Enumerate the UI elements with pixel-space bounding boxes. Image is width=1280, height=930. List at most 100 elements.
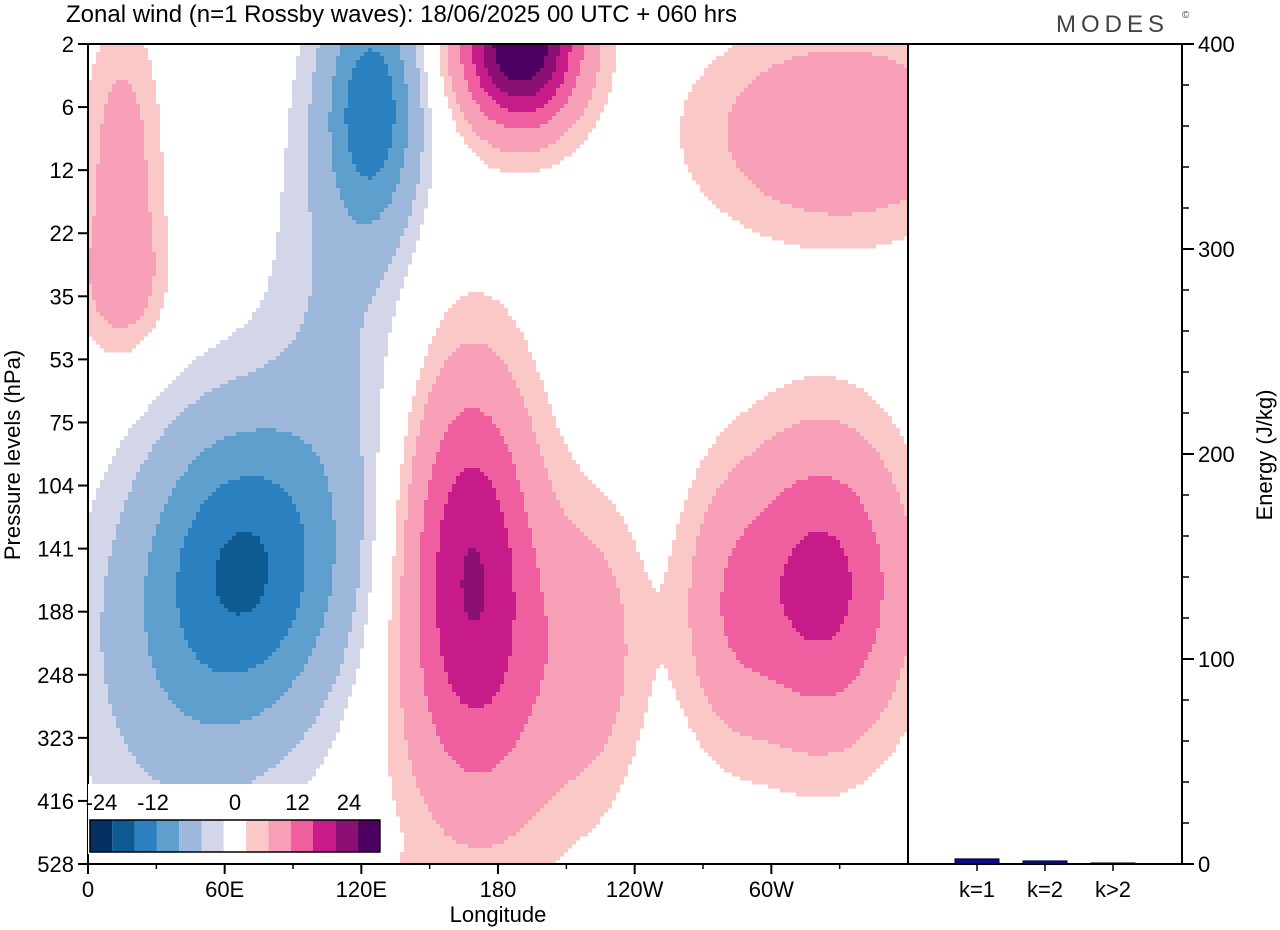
- contour-cell: [540, 124, 572, 129]
- contour-cell: [876, 540, 908, 545]
- contour-cell: [504, 72, 536, 77]
- contour-cell: [424, 680, 448, 685]
- contour-cell: [88, 204, 96, 209]
- contour-cell: [900, 672, 908, 677]
- contour-cell: [556, 492, 604, 497]
- contour-cell: [420, 604, 436, 609]
- contour-cell: [364, 484, 376, 489]
- contour-cell: [496, 692, 540, 697]
- contour-cell: [88, 608, 104, 613]
- contour-cell: [336, 64, 356, 69]
- contour-cell: [144, 140, 160, 145]
- contour-cell: [400, 44, 416, 49]
- contour-cell: [692, 584, 724, 589]
- colorbar-swatch: [335, 820, 358, 852]
- contour-cell: [88, 268, 156, 273]
- contour-cell: [144, 124, 160, 129]
- contour-cell: [532, 424, 556, 429]
- contour-cell: [108, 568, 148, 573]
- contour-cell: [156, 264, 168, 269]
- energy-category-label: k=2: [1027, 877, 1063, 902]
- contour-cell: [152, 400, 196, 405]
- contour-cell: [692, 632, 724, 637]
- contour-cell: [428, 480, 456, 485]
- contour-cell: [880, 548, 908, 553]
- contour-cell: [684, 160, 736, 165]
- contour-cell: [432, 716, 528, 721]
- contour-cell: [412, 764, 460, 769]
- contour-cell: [160, 512, 196, 517]
- contour-cell: [136, 92, 156, 97]
- contour-cell: [176, 584, 216, 589]
- contour-cell: [276, 356, 360, 361]
- contour-cell: [484, 608, 516, 613]
- contour-cell: [276, 248, 312, 253]
- contour-cell: [608, 736, 640, 741]
- contour-cell: [404, 164, 420, 169]
- contour-cell: [96, 164, 148, 169]
- contour-cell: [696, 660, 740, 665]
- contour-cell: [484, 604, 516, 609]
- contour-cell: [124, 740, 300, 745]
- contour-cell: [420, 600, 436, 605]
- contour-cell: [128, 744, 296, 749]
- contour-cell: [440, 68, 448, 73]
- contour-cell: [148, 772, 264, 777]
- contour-cell: [280, 200, 308, 205]
- contour-cell: [480, 108, 508, 113]
- contour-cell: [104, 680, 160, 685]
- contour-cell: [904, 64, 908, 69]
- contour-cell: [768, 68, 908, 73]
- contour-cell: [444, 316, 512, 321]
- contour-cell: [580, 528, 628, 533]
- contour-cell: [400, 592, 420, 597]
- contour-cell: [504, 516, 528, 521]
- contour-cell: [512, 572, 540, 577]
- contour-cell: [724, 628, 796, 633]
- contour-cell: [704, 692, 800, 697]
- contour-cell: [144, 136, 160, 141]
- contour-cell: [388, 728, 404, 733]
- contour-cell: [144, 144, 160, 149]
- contour-cell: [200, 396, 360, 401]
- contour-cell: [312, 84, 332, 89]
- contour-cell: [724, 480, 796, 485]
- contour-cell: [436, 580, 460, 585]
- contour-cell: [724, 584, 780, 589]
- contour-cell: [716, 436, 772, 441]
- contour-cell: [884, 460, 908, 465]
- contour-cell: [400, 240, 416, 245]
- contour-cell: [360, 556, 372, 561]
- contour-cell: [304, 320, 364, 325]
- contour-cell: [420, 152, 432, 157]
- contour-cell: [424, 108, 432, 113]
- contour-cell: [724, 720, 876, 725]
- contour-cell: [512, 376, 540, 381]
- contour-cell: [560, 108, 584, 113]
- contour-cell: [124, 504, 164, 509]
- contour-cell: [140, 416, 176, 421]
- contour-cell: [384, 276, 404, 281]
- contour-cell: [88, 604, 104, 609]
- contour-cell: [784, 684, 848, 689]
- contour-cell: [852, 572, 884, 577]
- contour-cell: [780, 200, 900, 205]
- contour-cell: [360, 396, 380, 401]
- contour-cell: [400, 684, 424, 689]
- contour-cell: [192, 360, 268, 365]
- contour-cell: [120, 520, 160, 525]
- contour-cell: [100, 136, 144, 141]
- contour-cell: [532, 540, 592, 545]
- contour-cell: [616, 580, 652, 585]
- contour-cell: [440, 540, 508, 545]
- contour-cell: [100, 124, 144, 129]
- contour-cell: [280, 220, 312, 225]
- y-axis-label: Pressure levels (hPa): [0, 350, 25, 560]
- contour-cell: [848, 608, 880, 613]
- contour-cell: [88, 656, 104, 661]
- contour-cell: [148, 296, 164, 301]
- contour-cell: [308, 208, 348, 213]
- contour-cell: [808, 752, 828, 757]
- contour-cell: [464, 560, 480, 565]
- contour-cell: [388, 672, 400, 677]
